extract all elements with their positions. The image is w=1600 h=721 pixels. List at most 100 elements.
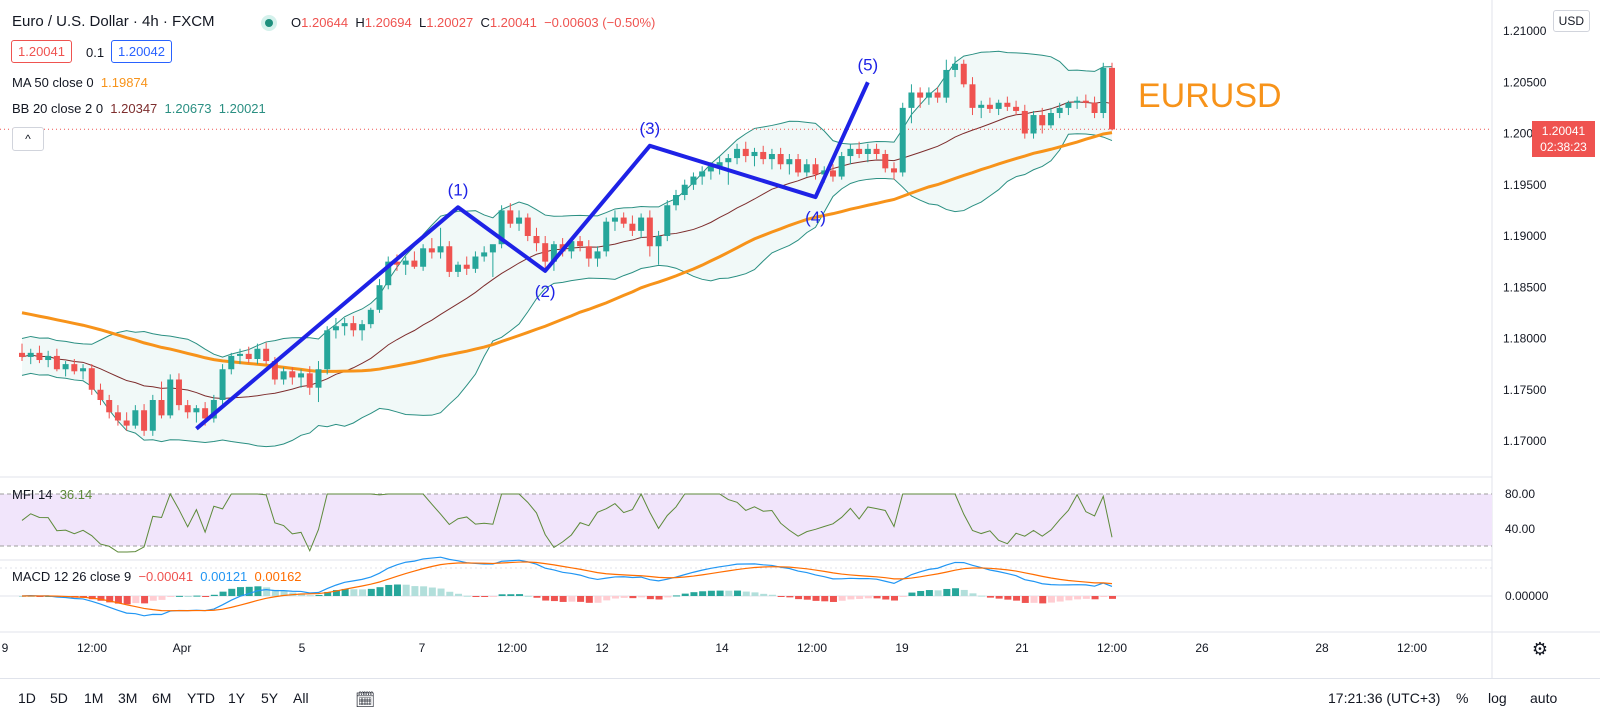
candle-body	[298, 373, 305, 378]
macd-histogram-bar	[550, 596, 558, 602]
timeframe-1y[interactable]: 1Y	[228, 690, 246, 706]
macd-histogram-bar	[489, 596, 497, 597]
macd-histogram-bar	[228, 588, 236, 596]
settings-icon[interactable]: ⚙	[1532, 639, 1548, 659]
date-range-icon[interactable]: 🗓	[355, 692, 376, 709]
timeframe-all[interactable]: All	[293, 690, 309, 706]
macd-histogram-bar	[341, 588, 349, 596]
candle-body	[777, 154, 784, 165]
candle-body	[734, 148, 741, 159]
candle-body	[202, 408, 209, 419]
timeframe-5y[interactable]: 5Y	[261, 690, 279, 706]
last-price-tag: 1.20041 02:38:23	[1532, 121, 1595, 157]
ma-legend[interactable]: MA 50 close 0 1.19874	[12, 75, 148, 90]
candle-body	[507, 210, 514, 224]
macd-histogram-bar	[97, 596, 105, 601]
candle-body	[664, 205, 671, 236]
candle-body	[925, 92, 932, 98]
candle-body	[751, 151, 758, 157]
macd-histogram-bar	[699, 591, 707, 596]
macd-histogram-bar	[332, 590, 340, 596]
candle-body	[350, 323, 357, 331]
macd-histogram-bar	[690, 592, 698, 596]
candle-body	[917, 92, 924, 98]
candle-body	[210, 400, 217, 419]
wave-label: (5)	[857, 55, 878, 74]
candle-body	[655, 236, 662, 247]
signal-line	[21, 561, 1113, 612]
macd-histogram-bar	[978, 595, 986, 597]
currency-button[interactable]: USD	[1552, 10, 1590, 32]
price-tick-label: 1.19500	[1503, 178, 1547, 192]
candle-body	[803, 164, 810, 173]
macd-histogram-bar	[1013, 596, 1021, 601]
candle-body	[263, 348, 270, 362]
mfi-legend[interactable]: MFI 14 36.14	[12, 487, 93, 502]
candle-body	[533, 236, 540, 244]
macd-histogram-bar	[472, 596, 480, 597]
macd-histogram-bar	[812, 596, 820, 601]
candle-body	[114, 412, 121, 421]
macd-histogram-bar	[455, 593, 462, 596]
macd-histogram-bar	[716, 590, 724, 596]
timeframe-1d[interactable]: 1D	[18, 690, 36, 706]
buy-price-button[interactable]: 1.20042	[111, 40, 172, 63]
wave-label: (4)	[805, 208, 826, 227]
timeframe-ytd[interactable]: YTD	[187, 690, 215, 706]
percent-toggle[interactable]: %	[1456, 690, 1469, 706]
collapse-legend-button[interactable]: ^	[12, 127, 44, 151]
timeframe-5d[interactable]: 5D	[50, 690, 68, 706]
macd-histogram-bar	[402, 584, 410, 596]
candle-body	[289, 371, 296, 378]
macd-histogram-bar	[237, 587, 244, 596]
price-tick-label: 1.20500	[1503, 75, 1547, 89]
macd-histogram-bar	[829, 596, 837, 602]
candle-body	[524, 217, 531, 236]
candle-body	[1030, 115, 1037, 134]
candle-body	[568, 241, 575, 252]
candle-body	[393, 261, 400, 265]
sell-price-button[interactable]: 1.20041	[11, 40, 72, 63]
auto-toggle[interactable]: auto	[1530, 690, 1558, 706]
macd-histogram-bar	[193, 595, 201, 597]
macd-histogram-bar	[393, 584, 401, 596]
candle-body	[1100, 67, 1107, 113]
candle-body	[716, 162, 723, 167]
timeframe-6m[interactable]: 6M	[152, 690, 172, 706]
candle-body	[577, 241, 584, 247]
candle-body	[690, 176, 697, 185]
candle-body	[141, 410, 148, 431]
bb-legend[interactable]: BB 20 close 2 0 1.20347 1.20673 1.20021	[12, 101, 266, 116]
timeframe-3m[interactable]: 3M	[118, 690, 138, 706]
candle-body	[324, 330, 331, 370]
macd-histogram-bar	[577, 596, 585, 602]
time-tick-label: 12:00	[1097, 641, 1127, 655]
macd-histogram-bar	[803, 596, 811, 600]
macd-histogram-bar	[864, 596, 872, 599]
macd-histogram-bar	[315, 594, 323, 596]
macd-legend[interactable]: MACD 12 26 close 9 −0.00041 0.00121 0.00…	[12, 569, 302, 584]
bottom-toolbar: 1D 5D 1M 3M 6M YTD 1Y 5Y All 🗓 17:21:36 (UTC+3) …	[0, 678, 1600, 721]
clock[interactable]: 17:21:36 (UTC+3)	[1328, 690, 1441, 706]
time-tick-label: 14	[715, 641, 729, 655]
candle-body	[638, 217, 645, 231]
ma50-line	[21, 131, 1113, 373]
macd-histogram-bar	[1047, 596, 1055, 603]
candle-body	[315, 369, 322, 388]
price-tick-label: 1.21000	[1503, 24, 1547, 38]
candle-body	[254, 348, 261, 359]
candle-body	[995, 102, 1002, 109]
macd-histogram-bar	[367, 588, 375, 596]
timeframe-1m[interactable]: 1M	[84, 690, 104, 706]
macd-histogram-bar	[1100, 596, 1108, 597]
candle-body	[472, 256, 479, 269]
candle-body	[97, 389, 104, 400]
log-toggle[interactable]: log	[1488, 690, 1507, 706]
price-tick-label: 1.18500	[1503, 280, 1547, 294]
trading-chart[interactable]: 1.210001.205001.200001.195001.190001.185…	[0, 0, 1600, 678]
candle-body	[847, 148, 854, 157]
time-tick-label: 12:00	[797, 641, 827, 655]
candle-body	[455, 264, 461, 272]
candle-body	[585, 246, 592, 259]
time-tick-label: 12:00	[77, 641, 107, 655]
